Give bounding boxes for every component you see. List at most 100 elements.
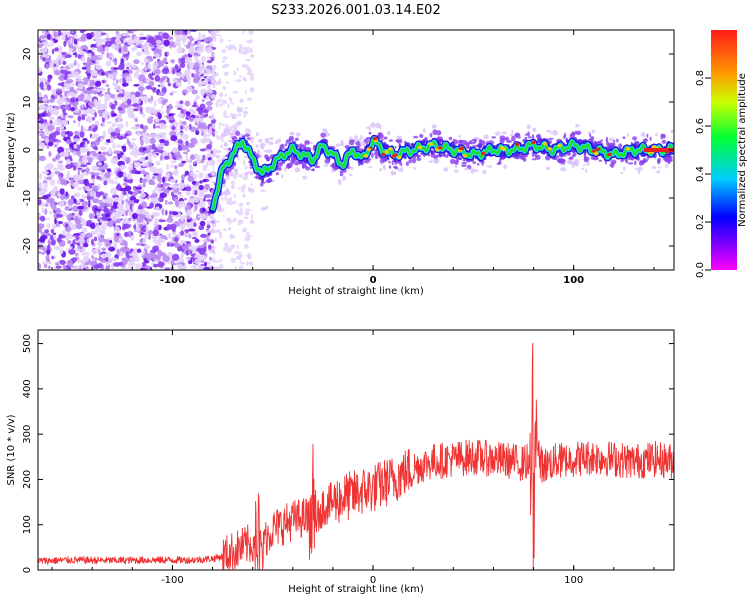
spectro-noise-blob [242,159,246,165]
spectro-signal-blob [503,164,508,169]
spectro-noise-blob [208,244,212,251]
spectro-noise-blob [250,73,254,77]
spectro-noise-blob [71,205,79,212]
spectro-signal-blob [249,171,254,176]
spectro-noise-blob [236,67,239,72]
spectro-noise-blob [155,133,160,140]
spectro-noise-blob [175,81,182,87]
spectro-noise-blob [118,47,122,54]
spectro-noise-blob [189,107,194,114]
spectro-noise-blob [224,242,228,248]
spectro-noise-blob [194,238,200,243]
spectro-noise-blob [248,30,254,36]
spectro-noise-blob [230,102,235,105]
spectro-noise-blob [233,217,237,222]
spectro-signal-blob [379,162,383,165]
spectro-noise-blob [111,43,117,49]
spectro-noise-blob [206,149,210,152]
spectro-noise-blob [80,105,83,111]
spectro-noise-blob [131,138,136,141]
spectro-noise-blob [104,114,108,121]
spectro-noise-blob [222,56,228,60]
spectro-noise-blob [109,94,115,99]
spectro-noise-blob [205,101,213,106]
spectro-noise-blob [92,242,96,247]
spectro-signal-blob [274,139,279,145]
spectro-noise-blob [76,235,79,241]
spectro-noise-blob [180,215,188,220]
spectro-noise-blob [225,45,229,48]
spectro-noise-blob [223,247,227,252]
spectro-noise-blob [54,144,58,148]
spectro-noise-blob [203,132,207,139]
spectro-noise-blob [57,82,65,86]
spectro-noise-blob [73,38,78,45]
spectro-noise-blob [54,217,57,224]
spectro-noise-blob [214,135,221,138]
spectro-noise-blob [194,115,200,118]
spectro-noise-blob [91,196,95,201]
spectro-noise-blob [70,149,76,153]
spectro-noise-blob [199,213,207,220]
spectro-peak-spot [481,151,486,156]
spectro-noise-blob [223,71,229,76]
spectro-noise-blob [147,36,155,44]
spectro-signal-blob [394,162,397,165]
spectro-signal-blob [379,168,383,172]
spectro-noise-blob [180,230,185,236]
spectro-noise-blob [222,59,226,63]
spectro-noise-blob [171,183,179,190]
spectro-noise-blob [87,157,93,164]
colorbar-label: Normalized spectral amplitude [737,73,748,227]
spectro-noise-blob [139,233,142,237]
spectro-noise-blob [51,48,55,55]
spectro-noise-blob [166,224,172,230]
snr-series-line [38,342,674,570]
spectro-signal-blob [259,153,263,159]
spectro-noise-blob [202,164,208,172]
spectro-noise-blob [45,254,50,262]
spectro-noise-blob [194,258,200,265]
spectro-noise-blob [56,213,63,218]
spectro-noise-blob [187,176,195,182]
spectro-noise-blob [246,40,252,44]
spectro-noise-blob [128,112,135,119]
spectro-signal-blob [532,127,537,133]
spectro-noise-blob [128,265,133,270]
spectro-noise-blob [171,125,176,131]
spectro-noise-blob [155,109,162,113]
spectro-signal-blob [461,161,468,165]
spectro-ytick-label: -20 [22,238,33,254]
spectro-noise-blob [39,81,44,88]
spectro-noise-blob [214,237,217,243]
spectro-noise-blob [140,192,146,198]
spectro-noise-blob [45,176,52,180]
spectro-signal-blob [436,130,442,136]
spectro-noise-blob [156,45,165,50]
spectro-noise-blob [106,121,112,124]
spectro-noise-blob [200,233,207,238]
spectro-signal-blob [360,135,363,141]
spectro-noise-blob [116,218,121,224]
spectro-noise-blob [85,232,93,239]
spectro-signal-blob [403,156,407,160]
spectro-noise-blob [244,90,247,95]
spectro-noise-blob [149,266,153,270]
spectro-signal-blob [371,122,375,129]
spectro-noise-blob [40,252,46,255]
spectro-noise-blob [59,126,65,130]
spectro-noise-blob [247,71,251,76]
spectro-xtick-label: 0 [370,275,377,286]
spectro-noise-blob [172,231,176,238]
spectro-signal-blob [656,158,661,165]
spectro-noise-blob [76,199,81,204]
spectro-noise-blob [198,225,205,231]
spectro-signal-blob [383,164,386,171]
spectro-noise-blob [190,154,196,161]
spectro-noise-blob [98,156,103,162]
spectro-noise-blob [47,239,51,245]
spectro-signal-blob [394,146,397,149]
spectro-signal-blob [536,133,541,140]
spectro-noise-blob [226,81,229,84]
spectro-noise-blob [135,226,141,232]
